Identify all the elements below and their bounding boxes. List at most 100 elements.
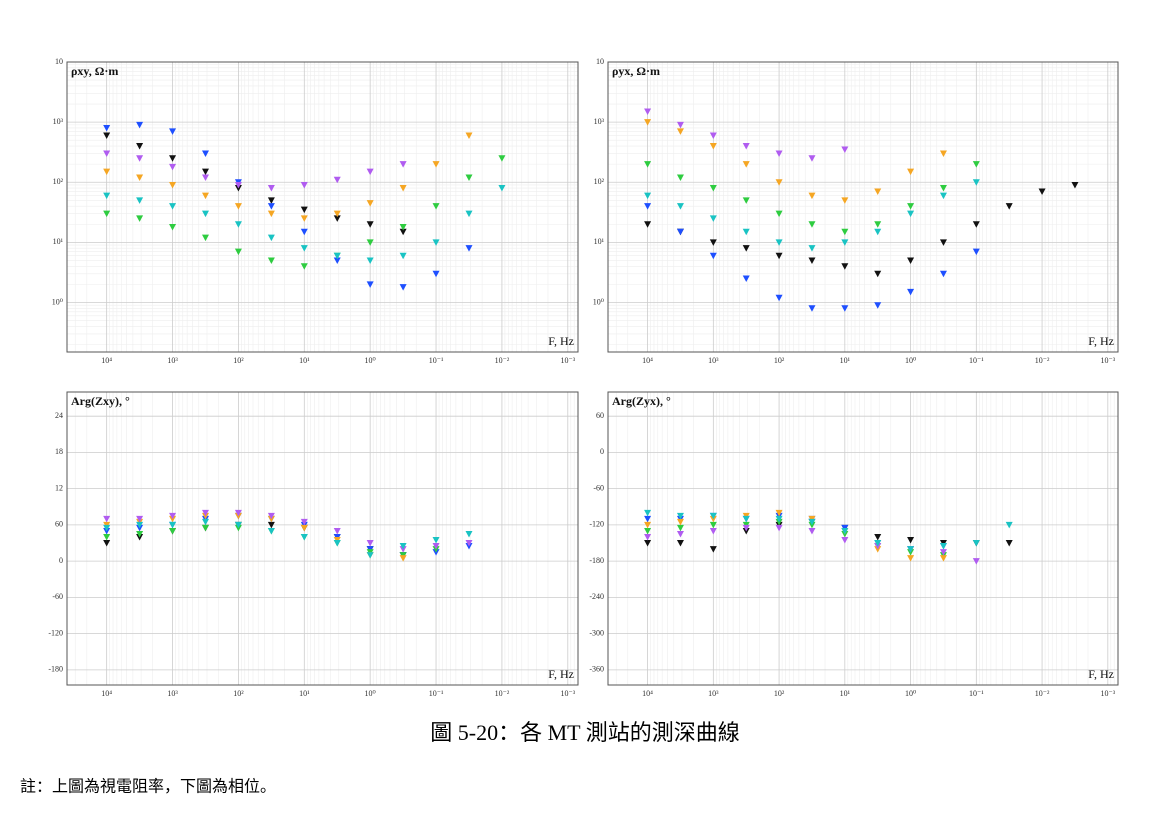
x-tick-label: 10⁴ [101,356,112,365]
x-tick-label: 10⁻³ [1101,689,1116,698]
marker [644,515,652,523]
marker [136,197,144,204]
y-tick-label: 60 [596,411,604,420]
marker [874,228,882,236]
y-tick-label: 0 [59,556,63,565]
marker [939,270,947,278]
x-tick-label: 10⁻¹ [969,689,984,698]
marker [808,527,816,535]
marker [1005,521,1013,529]
marker [1005,540,1013,547]
marker [808,155,816,162]
y-tick-label: -60 [52,592,63,601]
marker [841,305,849,312]
marker [103,150,111,158]
marker [366,239,374,246]
marker [103,540,111,547]
marker [399,284,407,291]
y-tick-label: -120 [48,628,63,637]
marker [300,533,308,541]
marker [1005,203,1013,210]
marker [103,124,111,132]
x-tick-label: 10⁻¹ [969,356,984,365]
marker [103,533,111,541]
marker [841,239,849,246]
marker [939,555,947,562]
marker [169,224,177,231]
marker [644,108,652,116]
marker [234,248,242,256]
marker [742,245,750,252]
x-tick-label: 10³ [167,356,178,365]
marker [841,537,849,544]
marker [709,546,717,553]
marker [709,132,717,139]
marker [300,263,308,270]
marker [874,533,882,541]
marker [333,252,341,260]
x-tick-label: 10⁻³ [560,689,575,698]
y-tick-label: 10⁰ [52,297,63,306]
marker [201,174,209,181]
marker [775,150,783,158]
x-tick-label: 10¹ [840,356,851,365]
marker [874,221,882,228]
x-tick-label: 10⁻³ [560,356,575,365]
x-tick-label: 10⁻³ [1101,356,1116,365]
marker [939,549,947,556]
marker [432,270,440,278]
marker [432,203,440,210]
x-tick-label: 10¹ [299,689,310,698]
marker [169,155,177,162]
marker [267,203,275,210]
marker [972,248,980,256]
marker [907,168,915,176]
y-tick-label: 10¹ [53,237,64,246]
marker [676,203,684,210]
x-tick-label: 10⁰ [365,689,376,698]
marker [907,210,915,218]
marker [808,245,816,252]
marker [267,210,275,218]
x-tick-label: 10⁰ [905,689,916,698]
marker [808,192,816,200]
marker [709,239,717,246]
marker [300,524,308,532]
marker [267,257,275,264]
marker [742,524,750,532]
marker [103,524,111,532]
y-tick-label: -120 [589,520,604,529]
y-tick-label: 10¹ [594,237,605,246]
x-tick-label: 10⁴ [642,689,653,698]
y-tick-label: -240 [589,592,604,601]
marker [644,521,652,529]
marker [775,210,783,218]
marker [136,215,144,222]
marker [366,552,374,559]
marker [709,185,717,192]
marker [644,540,652,547]
marker [366,168,374,176]
marker [709,215,717,222]
marker [234,203,242,210]
marker [333,540,341,547]
marker [201,524,209,532]
marker [432,543,440,550]
marker [399,252,407,260]
marker [399,543,407,550]
marker [775,294,783,302]
marker [841,263,849,270]
x-tick-label: 10⁴ [101,689,112,698]
marker [267,185,275,192]
marker [742,197,750,204]
y-tick-label: 10³ [53,117,64,126]
marker [399,228,407,236]
marker [234,509,242,517]
y-tick-label: 10² [53,177,64,186]
marker [201,168,209,176]
marker [300,215,308,222]
marker [498,185,506,192]
marker [742,228,750,236]
marker [136,143,144,150]
marker [676,174,684,181]
